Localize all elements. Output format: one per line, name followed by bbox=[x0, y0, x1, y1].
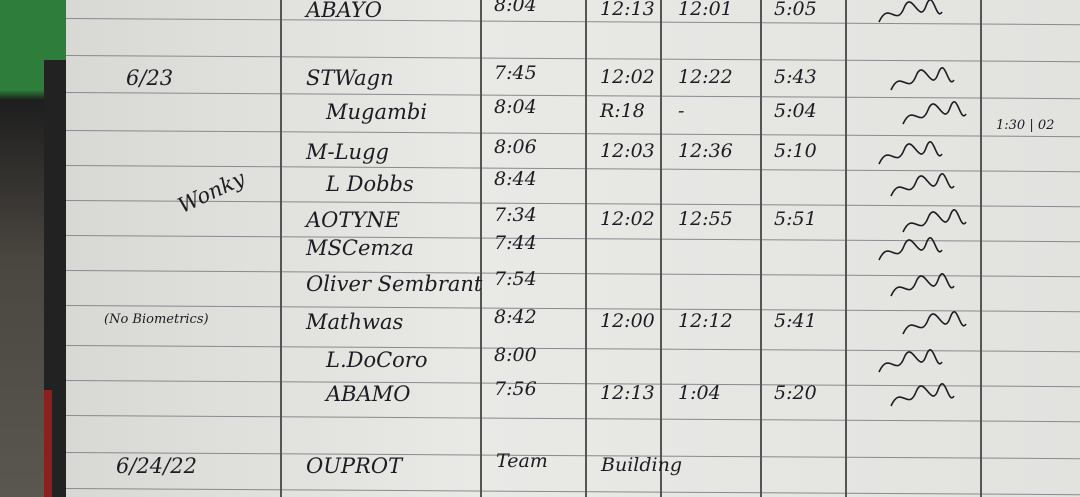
ruled-line bbox=[66, 415, 1080, 423]
cell-lunch-out: 12:00 bbox=[600, 310, 655, 332]
column-line bbox=[660, 0, 662, 497]
cell-name: STWagn bbox=[306, 66, 394, 90]
ruled-line bbox=[66, 488, 1080, 496]
cell-time-in: 8:00 bbox=[494, 344, 537, 366]
note-side: 1:30 | 02 bbox=[996, 118, 1055, 133]
cell-name: L Dobbs bbox=[326, 172, 414, 196]
ruled-line bbox=[66, 452, 1080, 460]
signature bbox=[874, 236, 944, 268]
cell-time-out: 5:05 bbox=[774, 0, 817, 20]
cell-lunch-out: Building bbox=[601, 454, 682, 476]
cell-time-out: 5:04 bbox=[774, 100, 817, 122]
cell-name: M-Lugg bbox=[306, 140, 389, 164]
cell-time-in: 8:04 bbox=[494, 0, 537, 16]
cell-name: Oliver Sembrant bbox=[306, 272, 483, 296]
cell-time-in: 8:06 bbox=[494, 136, 537, 158]
cell-name: AOTYNE bbox=[306, 208, 400, 232]
signature bbox=[898, 208, 968, 240]
cell-lunch-in: 12:12 bbox=[678, 310, 733, 332]
cell-lunch-in: 12:55 bbox=[678, 208, 733, 230]
signature bbox=[874, 348, 944, 380]
column-line bbox=[760, 0, 762, 497]
cell-lunch-out: 12:02 bbox=[600, 66, 655, 88]
column-line bbox=[585, 0, 587, 497]
cell-lunch-out: 12:02 bbox=[600, 208, 655, 230]
cell-lunch-in: 1:04 bbox=[678, 382, 721, 404]
logbook-page: ABAYO 8:04 12:13 12:01 5:05 6/23 STWagn 7:45 12:… bbox=[66, 0, 1080, 497]
cell-lunch-out: 12:13 bbox=[600, 0, 655, 20]
signature bbox=[886, 382, 956, 414]
signature bbox=[874, 140, 944, 172]
cell-time-out: 5:41 bbox=[774, 310, 817, 332]
cell-lunch-out: 12:03 bbox=[600, 140, 655, 162]
cell-time-in: 7:54 bbox=[494, 268, 537, 290]
cell-time-in: Team bbox=[496, 450, 548, 472]
cell-name: ABAMO bbox=[326, 382, 411, 406]
signature bbox=[874, 0, 944, 30]
signature bbox=[898, 310, 968, 342]
cell-lunch-out: 12:13 bbox=[600, 382, 655, 404]
cell-name: OUPROT bbox=[306, 454, 403, 478]
cell-date: 6/23 bbox=[126, 66, 174, 90]
cell-time-in: 8:42 bbox=[494, 306, 537, 328]
signature bbox=[898, 100, 968, 132]
notebook-spine-red bbox=[44, 390, 52, 497]
cell-time-out: 5:43 bbox=[774, 66, 817, 88]
note-wonky: Wonky bbox=[174, 166, 249, 218]
cell-time-out: 5:10 bbox=[774, 140, 817, 162]
ruled-line bbox=[66, 55, 1080, 63]
cell-time-in: 7:34 bbox=[494, 204, 537, 226]
column-line bbox=[480, 0, 482, 497]
column-line bbox=[980, 0, 982, 497]
column-line bbox=[845, 0, 847, 497]
cell-time-out: 5:51 bbox=[774, 208, 817, 230]
cell-lunch-in: - bbox=[678, 100, 685, 122]
cell-time-in: 8:44 bbox=[494, 168, 537, 190]
cell-time-out: 5:20 bbox=[774, 382, 817, 404]
cell-time-in: 7:45 bbox=[494, 62, 537, 84]
cell-time-in: 7:56 bbox=[494, 378, 537, 400]
cell-time-in: 7:44 bbox=[494, 232, 537, 254]
cell-name: Mugambi bbox=[326, 100, 428, 124]
signature bbox=[886, 172, 956, 204]
cell-date: 6/24/22 bbox=[116, 454, 197, 478]
cell-name: MSCemza bbox=[306, 236, 414, 260]
cell-lunch-out: R:18 bbox=[600, 100, 645, 122]
cell-time-in: 8:04 bbox=[494, 96, 537, 118]
cell-name: Mathwas bbox=[306, 310, 404, 334]
cell-name: L.DoCoro bbox=[326, 348, 428, 372]
cell-name: ABAYO bbox=[306, 0, 382, 22]
note-no-biometrics: (No Biometrics) bbox=[104, 312, 209, 327]
cell-lunch-in: 12:22 bbox=[678, 66, 733, 88]
column-line bbox=[280, 0, 282, 497]
signature bbox=[886, 66, 956, 98]
cell-lunch-in: 12:36 bbox=[678, 140, 733, 162]
signature bbox=[886, 272, 956, 304]
cell-lunch-in: 12:01 bbox=[678, 0, 733, 20]
